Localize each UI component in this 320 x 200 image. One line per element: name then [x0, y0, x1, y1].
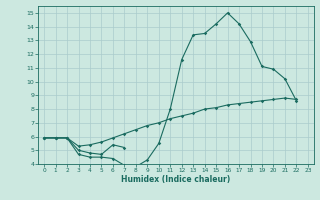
X-axis label: Humidex (Indice chaleur): Humidex (Indice chaleur)	[121, 175, 231, 184]
